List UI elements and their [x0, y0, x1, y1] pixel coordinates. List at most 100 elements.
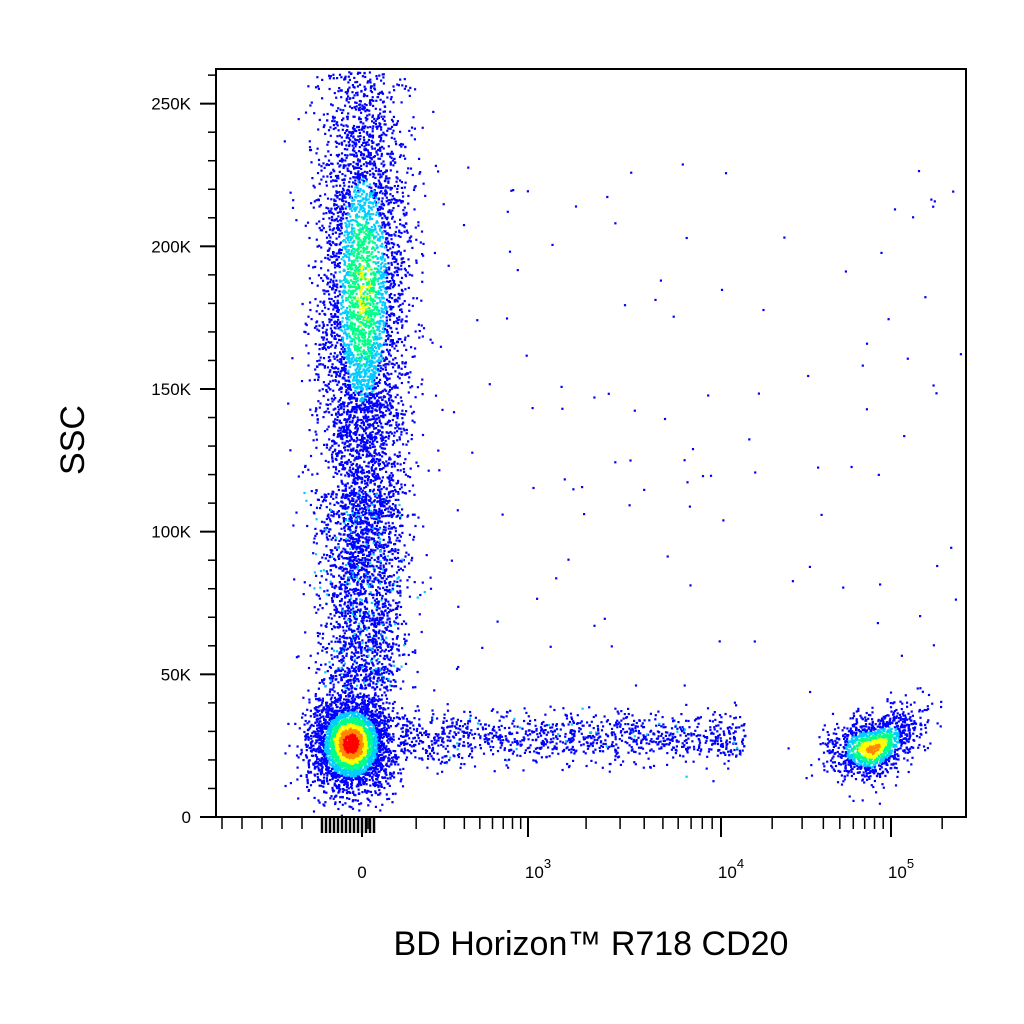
event-dot	[373, 191, 377, 194]
event-dot	[348, 205, 351, 208]
event-dot	[375, 193, 378, 196]
event-dot	[350, 651, 353, 654]
event-dot	[359, 103, 362, 106]
event-dot	[362, 420, 365, 423]
event-dot	[345, 255, 348, 258]
event-dot	[362, 299, 365, 303]
event-dot	[334, 218, 337, 221]
event-dot	[390, 362, 393, 365]
event-dot	[360, 267, 364, 271]
event-dot	[355, 399, 358, 402]
event-dot	[396, 425, 399, 428]
event-dot	[362, 344, 365, 347]
event-dot	[331, 232, 334, 235]
event-dot	[355, 271, 358, 274]
event-dot	[334, 418, 337, 421]
event-dot	[355, 457, 358, 460]
event-dot	[387, 152, 390, 155]
event-dot	[328, 293, 331, 296]
event-dot	[375, 477, 379, 480]
event-dot	[354, 358, 357, 361]
event-dot	[368, 232, 371, 235]
event-dot	[354, 209, 357, 212]
event-dot	[338, 334, 341, 338]
event-dot	[370, 359, 374, 362]
event-dot	[351, 219, 354, 222]
event-dot	[344, 518, 347, 521]
event-dot	[359, 381, 362, 384]
event-dot	[354, 483, 357, 486]
event-dot	[346, 244, 350, 247]
event-dot	[374, 650, 377, 653]
event-dot	[334, 199, 337, 202]
event-dot	[337, 177, 340, 180]
event-dot	[398, 294, 401, 297]
event-dot	[360, 167, 363, 171]
event-dot	[339, 285, 342, 288]
event-dot	[350, 373, 353, 376]
event-dot	[392, 314, 395, 317]
event-dot	[342, 278, 346, 281]
event-dot	[328, 518, 332, 521]
event-dot	[357, 457, 360, 460]
event-dot	[330, 453, 334, 456]
event-dot	[365, 372, 368, 375]
event-dot	[331, 179, 334, 182]
event-dot	[395, 414, 398, 417]
event-dot	[342, 124, 345, 127]
event-dot	[352, 234, 355, 237]
event-dot	[350, 264, 353, 268]
event-dot	[327, 307, 330, 311]
event-dot	[342, 164, 345, 167]
event-dot	[386, 268, 389, 271]
event-dot	[357, 515, 361, 518]
event-dot	[373, 162, 376, 165]
event-dot	[331, 229, 334, 232]
event-dot	[384, 265, 387, 268]
event-dot	[371, 256, 374, 259]
event-dot	[411, 355, 414, 358]
event-dot	[381, 356, 384, 359]
event-dot	[401, 191, 404, 194]
event-dot	[386, 242, 389, 245]
event-dot	[347, 358, 350, 361]
event-dot	[354, 501, 357, 504]
event-dot	[355, 162, 358, 165]
event-dot	[355, 190, 358, 193]
event-dot	[340, 433, 343, 436]
event-dot	[386, 406, 389, 409]
event-dot	[365, 387, 368, 390]
event-dot	[381, 197, 384, 200]
event-dot	[348, 445, 351, 448]
event-dot	[421, 126, 424, 129]
event-dot	[359, 387, 362, 390]
event-dot	[405, 622, 408, 625]
event-dot	[325, 334, 328, 337]
event-dot	[346, 462, 349, 465]
event-dot	[344, 222, 347, 225]
event-dot	[345, 237, 348, 240]
event-dot	[287, 402, 290, 405]
event-dot	[331, 400, 334, 403]
event-dot	[378, 452, 381, 455]
event-dot	[358, 256, 361, 259]
event-dot	[350, 230, 353, 233]
event-dot	[372, 261, 375, 264]
event-dot	[349, 238, 352, 242]
event-dot	[320, 452, 323, 455]
event-dot	[307, 352, 310, 355]
event-dot	[378, 421, 381, 424]
event-dot	[358, 332, 361, 336]
event-dot	[340, 206, 344, 209]
event-dot	[363, 337, 366, 340]
event-dot	[372, 443, 375, 446]
event-dot	[349, 413, 352, 416]
event-dot	[372, 457, 375, 460]
event-dot	[335, 373, 339, 376]
event-dot	[380, 406, 383, 409]
event-dot	[393, 526, 396, 529]
event-dot	[343, 194, 346, 197]
event-dot	[328, 211, 331, 214]
event-dot	[353, 326, 356, 329]
event-dot	[407, 334, 410, 337]
